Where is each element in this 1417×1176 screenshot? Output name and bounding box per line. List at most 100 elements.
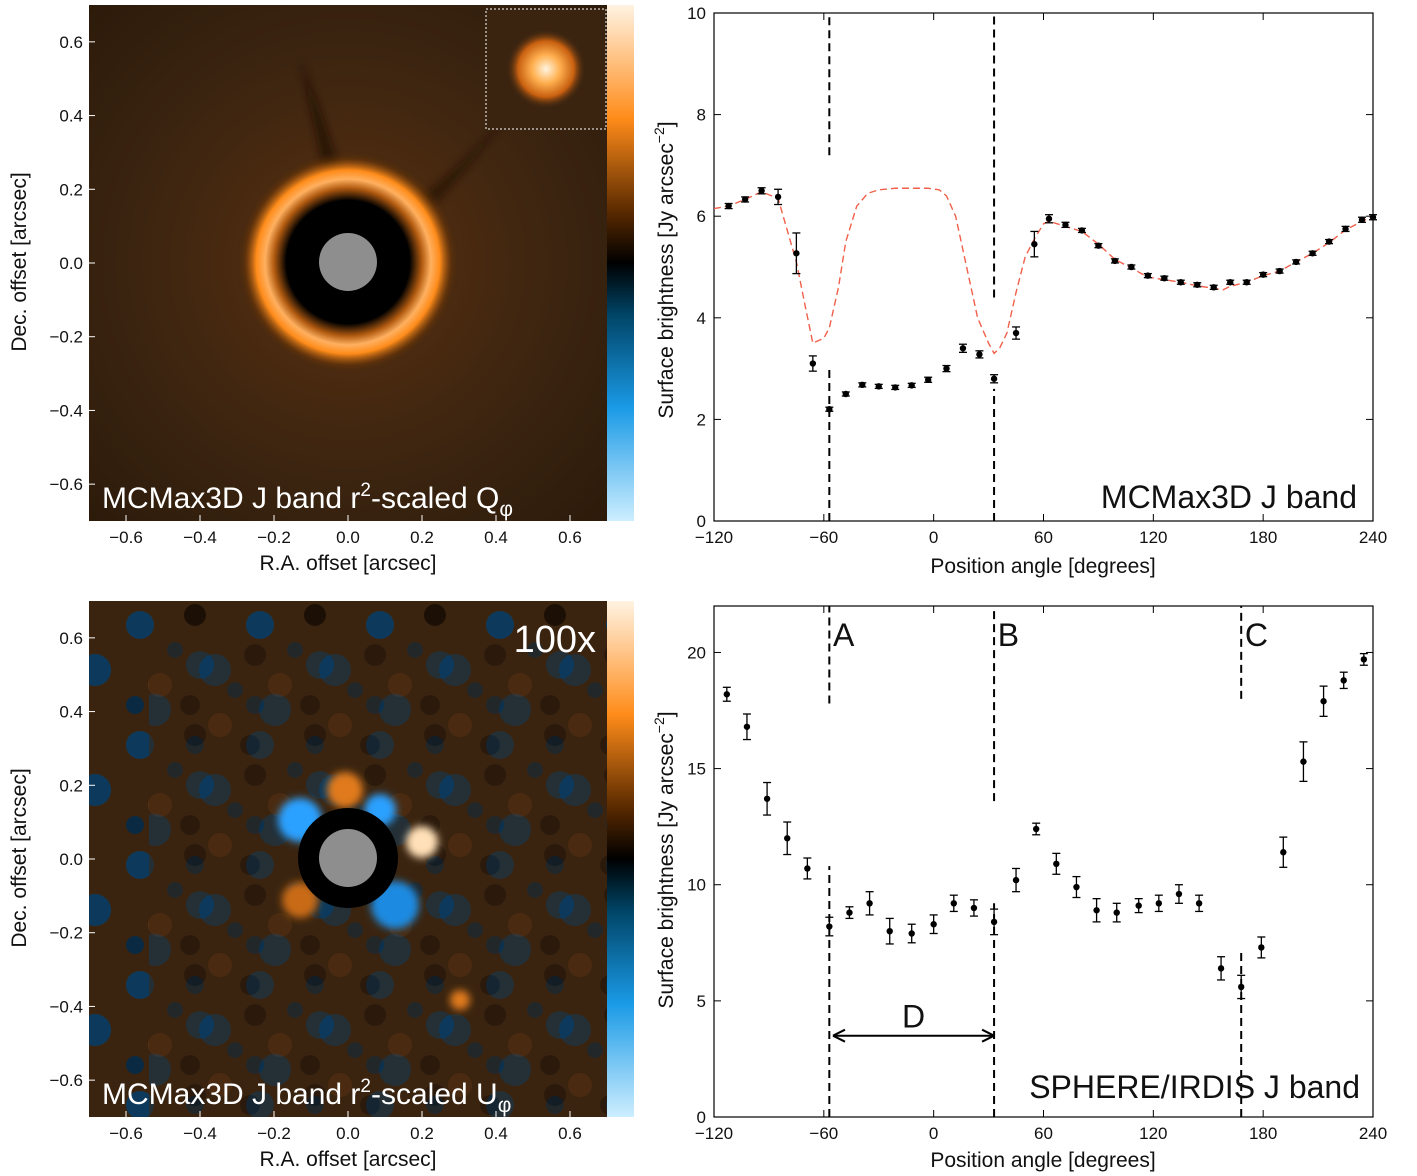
- ytick-label: 20: [687, 643, 706, 662]
- data-point: [1360, 656, 1368, 663]
- data-point: [1135, 902, 1142, 909]
- data-point: [1073, 883, 1080, 891]
- xtick-label: 240: [1359, 528, 1387, 547]
- data-point: [1217, 965, 1225, 972]
- xtick-label: 60: [1034, 528, 1053, 547]
- data-point: [725, 202, 732, 210]
- xtick-label: −60: [809, 1124, 838, 1143]
- data-point: [1113, 909, 1120, 916]
- data-point: [908, 930, 915, 937]
- xtick-label: 60: [1034, 1124, 1053, 1143]
- image-xtick-label: −0.4: [183, 528, 217, 547]
- sphere-chart-points: [722, 652, 1368, 1000]
- region-label: B: [998, 617, 1019, 653]
- data-point: [1342, 225, 1349, 233]
- q-phi-ylabel: Dec. offset [arcsec]: [8, 172, 31, 351]
- data-point: [1292, 258, 1300, 266]
- data-point: [1031, 240, 1038, 248]
- image-xtick-label: 0.6: [558, 1124, 582, 1143]
- data-point: [959, 345, 967, 352]
- data-point: [793, 250, 800, 257]
- u-phi-orange-lobe-left: [282, 882, 318, 918]
- scale-factor-label: 100x: [514, 619, 596, 661]
- ytick-label: 0: [697, 1108, 706, 1127]
- data-point: [846, 909, 853, 916]
- region-label: A: [833, 617, 855, 653]
- ytick-label: 10: [687, 876, 706, 895]
- q-phi-image-label: MCMax3D J band r2-scaled Qφ: [102, 480, 513, 521]
- ytick-label: 15: [687, 760, 706, 779]
- sphere-chart-xlabel: Position angle [degrees]: [930, 1149, 1155, 1172]
- ytick-label: 2: [697, 410, 706, 429]
- sphere-chart-region-labels: A B C: [833, 617, 1268, 653]
- image-ytick-label: 0.0: [59, 850, 83, 869]
- data-point: [1320, 698, 1327, 705]
- u-phi-orange-lobe-top: [327, 772, 363, 808]
- model-dashed-line: [713, 187, 1374, 355]
- data-point: [930, 921, 937, 928]
- data-point: [1276, 267, 1283, 275]
- span-label: D: [902, 999, 925, 1035]
- sphere-chart-annotation: SPHERE/IRDIS J band: [1029, 1069, 1360, 1105]
- data-point: [976, 351, 983, 358]
- q-phi-image-panel: MCMax3D J band r2-scaled Qφ −0.6 −0.4 −0.2…: [8, 5, 634, 575]
- span-arrow-head-right: [981, 1028, 995, 1043]
- data-point: [908, 382, 915, 389]
- xtick-label: 120: [1139, 1124, 1167, 1143]
- sphere-brightness-chart: −120 −60 0 60 120 180 240 0 5 10 15 20 A B C D SPHERE…: [651, 605, 1387, 1172]
- image-ytick-label: −0.6: [49, 1071, 83, 1090]
- xtick-label: 180: [1249, 1124, 1277, 1143]
- model-chart-points: [724, 187, 1377, 413]
- data-point: [1243, 279, 1250, 286]
- data-point: [842, 390, 849, 398]
- ytick-label: 4: [697, 309, 706, 328]
- data-point: [1309, 250, 1316, 257]
- ytick-label: 5: [697, 992, 706, 1011]
- xtick-label: 240: [1359, 1124, 1387, 1143]
- u-phi-coronagraph-mask: [319, 829, 377, 887]
- data-point: [990, 918, 998, 926]
- image-xtick-label: 0.0: [336, 528, 360, 547]
- data-point: [1045, 215, 1053, 222]
- data-point: [886, 927, 893, 935]
- image-ytick-label: 0.2: [59, 180, 83, 199]
- region-label: C: [1245, 617, 1268, 653]
- sphere-chart-vlines: [828, 606, 1243, 1117]
- data-point: [1012, 329, 1020, 337]
- sphere-chart-ylabel: Surface brightness [Jy arcsec−2]: [651, 711, 678, 1008]
- span-arrow-head-left: [832, 1028, 846, 1043]
- xtick-label: −120: [695, 1124, 733, 1143]
- model-chart-vlines: [828, 13, 996, 521]
- model-chart-xlabel: Position angle [degrees]: [930, 555, 1155, 578]
- xtick-label: 120: [1139, 528, 1167, 547]
- xtick-label: 0: [929, 1124, 938, 1143]
- image-ytick-label: 0.6: [59, 629, 83, 648]
- q-phi-xlabel: R.A. offset [arcsec]: [259, 552, 436, 575]
- data-point: [826, 923, 833, 930]
- u-phi-xlabel: R.A. offset [arcsec]: [259, 1148, 436, 1171]
- data-point: [1144, 272, 1152, 279]
- data-point: [866, 900, 873, 907]
- data-point: [1111, 257, 1119, 265]
- xtick-label: −120: [695, 528, 733, 547]
- image-ytick-label: −0.4: [49, 401, 83, 420]
- data-point: [1177, 279, 1184, 286]
- data-point: [859, 381, 866, 389]
- data-point: [758, 187, 765, 194]
- model-chart-frame: [713, 12, 1374, 522]
- image-ytick-label: −0.4: [49, 997, 83, 1016]
- data-point: [892, 384, 899, 391]
- data-point: [1175, 890, 1183, 898]
- data-point: [1078, 227, 1086, 234]
- data-point: [1340, 677, 1347, 684]
- data-point: [1095, 242, 1102, 249]
- ytick-label: 8: [697, 106, 706, 125]
- image-ytick-label: −0.6: [49, 475, 83, 494]
- data-point: [826, 406, 833, 413]
- ytick-label: 6: [697, 207, 706, 226]
- sphere-chart-frame: [713, 605, 1374, 1118]
- ytick-label: 0: [697, 512, 706, 531]
- image-xtick-label: 0.4: [484, 528, 508, 547]
- xtick-label: 0: [929, 528, 938, 547]
- data-point: [1194, 281, 1201, 288]
